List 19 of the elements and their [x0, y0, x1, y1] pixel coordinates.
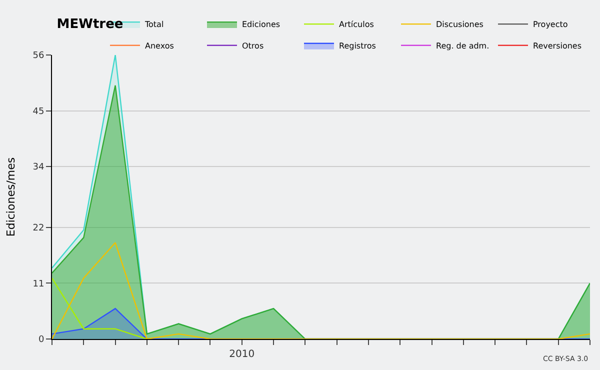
y-tick-label: 45 [32, 106, 44, 117]
legend-label: Total [144, 20, 164, 30]
legend-label: Reg. de adm. [436, 41, 490, 50]
y-tick-label: 0 [38, 335, 44, 346]
legend-label: Proyecto [533, 20, 568, 30]
chart-title: MEWtree [56, 16, 124, 32]
y-tick-label: 56 [32, 51, 44, 62]
y-tick-label: 34 [32, 162, 44, 173]
legend-label: Ediciones [242, 20, 280, 30]
legend-label: Otros [242, 41, 264, 50]
y-tick-label: 11 [32, 279, 44, 290]
y-axis-title: Ediciones/mes [4, 157, 18, 237]
y-tick-label: 22 [32, 224, 44, 234]
legend-label: Registros [339, 41, 376, 50]
legend-label: Discusiones [436, 20, 484, 30]
x-tick-label: 2010 [229, 349, 255, 360]
legend-label: Artículos [339, 20, 374, 30]
legend-label: Anexos [145, 41, 174, 50]
legend-label: Reversiones [533, 41, 582, 50]
